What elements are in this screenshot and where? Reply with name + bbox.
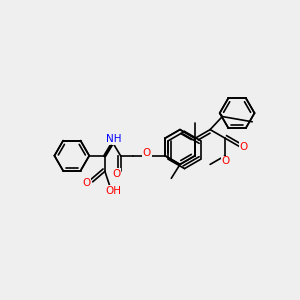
Text: NH: NH [106, 134, 121, 144]
Text: OH: OH [106, 186, 122, 196]
Text: O: O [240, 142, 248, 152]
Text: O: O [82, 178, 91, 188]
Text: O: O [143, 148, 151, 158]
Text: O: O [112, 169, 121, 179]
Text: O: O [221, 156, 229, 166]
